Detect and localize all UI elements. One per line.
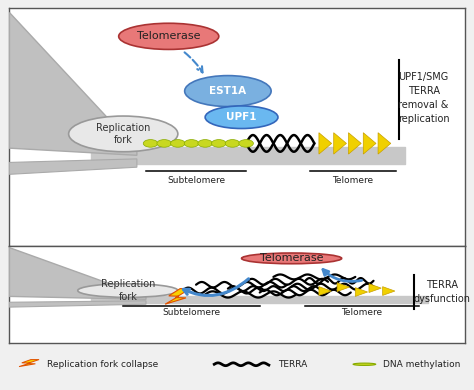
Ellipse shape <box>78 284 178 297</box>
Circle shape <box>184 140 199 147</box>
Circle shape <box>239 140 254 147</box>
Ellipse shape <box>185 76 271 106</box>
Circle shape <box>143 140 158 147</box>
Circle shape <box>171 140 185 147</box>
Polygon shape <box>9 248 146 300</box>
Polygon shape <box>348 133 361 154</box>
Polygon shape <box>363 133 376 154</box>
Text: Replication
fork: Replication fork <box>96 123 150 145</box>
Polygon shape <box>334 133 346 154</box>
Polygon shape <box>165 289 191 304</box>
Text: UPF1: UPF1 <box>226 112 257 122</box>
Polygon shape <box>9 12 137 155</box>
Circle shape <box>198 140 212 147</box>
Ellipse shape <box>242 253 342 264</box>
Polygon shape <box>9 301 146 307</box>
Ellipse shape <box>205 106 278 129</box>
Polygon shape <box>9 159 137 174</box>
Ellipse shape <box>118 23 219 50</box>
Text: Telomere: Telomere <box>342 308 383 317</box>
Text: EST1A: EST1A <box>210 86 246 96</box>
Text: Replication
fork: Replication fork <box>100 279 155 302</box>
Ellipse shape <box>69 116 178 152</box>
Text: UPF1/SMG
TERRA
removal &
replication: UPF1/SMG TERRA removal & replication <box>398 72 449 124</box>
Text: Subtelomere: Subtelomere <box>167 176 225 184</box>
Text: DNA methylation: DNA methylation <box>383 360 460 369</box>
Polygon shape <box>378 133 391 154</box>
Text: Telomerase: Telomerase <box>137 31 201 41</box>
Text: TERRA: TERRA <box>278 360 307 369</box>
Polygon shape <box>319 133 332 154</box>
Circle shape <box>225 140 240 147</box>
Polygon shape <box>19 360 39 367</box>
Polygon shape <box>356 288 368 296</box>
Text: Replication fork collapse: Replication fork collapse <box>47 360 158 369</box>
Circle shape <box>157 140 172 147</box>
Text: Telomerase: Telomerase <box>260 254 323 263</box>
Circle shape <box>211 140 226 147</box>
Text: Telomere: Telomere <box>332 176 374 184</box>
Text: TERRA
dysfunction: TERRA dysfunction <box>413 280 470 303</box>
Polygon shape <box>383 287 395 296</box>
Polygon shape <box>369 284 381 292</box>
Circle shape <box>353 363 376 365</box>
Polygon shape <box>319 287 331 296</box>
Polygon shape <box>337 283 349 292</box>
Text: Subtelomere: Subtelomere <box>163 308 220 317</box>
